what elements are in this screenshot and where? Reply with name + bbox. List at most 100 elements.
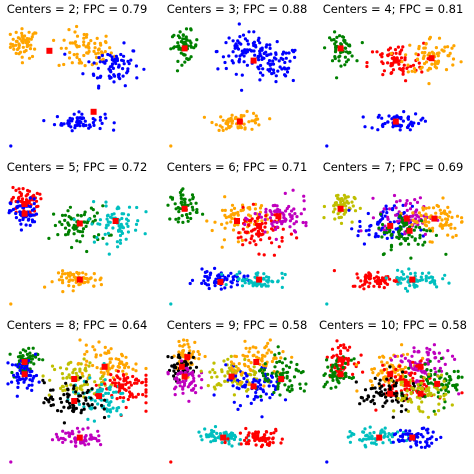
data-point xyxy=(244,216,248,220)
data-point xyxy=(222,431,226,435)
data-point xyxy=(412,67,417,71)
data-point xyxy=(82,43,86,47)
data-point xyxy=(103,112,107,116)
data-point xyxy=(122,396,126,400)
data-point xyxy=(416,432,420,436)
data-point xyxy=(107,351,111,355)
data-point xyxy=(241,205,245,209)
data-point xyxy=(120,212,124,216)
data-point xyxy=(185,216,190,220)
data-point xyxy=(242,376,246,380)
data-point xyxy=(238,404,242,408)
data-point xyxy=(170,35,175,39)
data-point xyxy=(231,39,235,43)
data-point xyxy=(266,341,270,345)
data-point xyxy=(420,426,424,431)
data-point xyxy=(261,371,265,375)
data-point xyxy=(413,217,418,221)
data-point xyxy=(399,281,403,285)
data-point xyxy=(142,67,146,71)
data-point xyxy=(424,274,428,278)
data-point xyxy=(78,376,82,380)
data-point xyxy=(32,197,36,201)
data-point xyxy=(234,42,238,46)
data-point xyxy=(105,242,109,246)
data-point xyxy=(169,460,173,464)
scatter-panel-4: Centers = 5; FPC = 0.72 xyxy=(2,158,152,310)
data-point xyxy=(359,353,363,357)
data-point xyxy=(386,48,391,52)
data-point xyxy=(223,275,227,280)
cluster-center-marker xyxy=(403,215,410,222)
data-point xyxy=(116,375,120,379)
data-point xyxy=(189,361,193,365)
data-point xyxy=(254,443,258,447)
data-point xyxy=(16,381,20,385)
data-point xyxy=(254,243,258,247)
data-point xyxy=(438,395,442,399)
data-point xyxy=(229,220,233,224)
data-point xyxy=(233,354,237,358)
data-point xyxy=(416,242,420,246)
data-point xyxy=(230,113,234,117)
data-point xyxy=(15,205,19,210)
data-point xyxy=(20,61,24,65)
data-point xyxy=(437,402,441,406)
data-point xyxy=(79,116,83,120)
data-point xyxy=(213,284,217,288)
data-point xyxy=(84,396,88,400)
data-point xyxy=(126,224,130,228)
data-point xyxy=(368,431,372,435)
data-point xyxy=(333,217,337,221)
data-point xyxy=(79,362,83,366)
data-point xyxy=(75,52,79,56)
data-point xyxy=(252,49,256,53)
data-point xyxy=(113,57,117,62)
data-point xyxy=(244,51,248,55)
data-point xyxy=(407,366,411,370)
data-point xyxy=(376,115,380,119)
data-point xyxy=(274,57,278,61)
data-point xyxy=(398,214,402,218)
data-point xyxy=(367,276,371,281)
data-point xyxy=(199,386,203,390)
data-point xyxy=(330,347,335,351)
data-point xyxy=(86,280,90,284)
data-point xyxy=(280,222,284,226)
data-point xyxy=(250,229,254,233)
data-point xyxy=(110,395,114,400)
cluster-center-marker xyxy=(178,363,185,370)
data-point xyxy=(283,272,287,277)
data-point xyxy=(421,410,425,414)
data-point xyxy=(110,212,114,217)
data-point xyxy=(439,435,443,439)
data-point xyxy=(254,430,258,434)
data-point xyxy=(342,343,346,347)
data-point xyxy=(183,359,187,364)
data-point xyxy=(190,380,194,384)
data-point xyxy=(63,52,67,56)
data-point xyxy=(328,36,332,40)
data-point xyxy=(450,46,454,50)
data-point xyxy=(382,286,386,290)
data-point xyxy=(89,396,93,400)
data-point xyxy=(166,203,170,207)
data-point xyxy=(111,226,115,230)
data-point xyxy=(386,120,390,124)
data-point xyxy=(427,372,431,376)
data-point xyxy=(124,372,128,376)
data-point xyxy=(14,188,18,192)
data-point xyxy=(144,390,148,394)
data-point xyxy=(322,385,326,389)
data-point xyxy=(72,272,76,276)
data-point xyxy=(10,380,14,384)
data-point xyxy=(446,349,450,353)
data-point xyxy=(421,243,425,247)
data-point xyxy=(360,41,364,45)
data-point xyxy=(191,197,195,201)
data-point xyxy=(390,232,394,236)
data-point xyxy=(66,395,70,399)
data-point xyxy=(385,377,389,381)
data-point xyxy=(30,383,34,387)
data-point xyxy=(70,41,74,45)
